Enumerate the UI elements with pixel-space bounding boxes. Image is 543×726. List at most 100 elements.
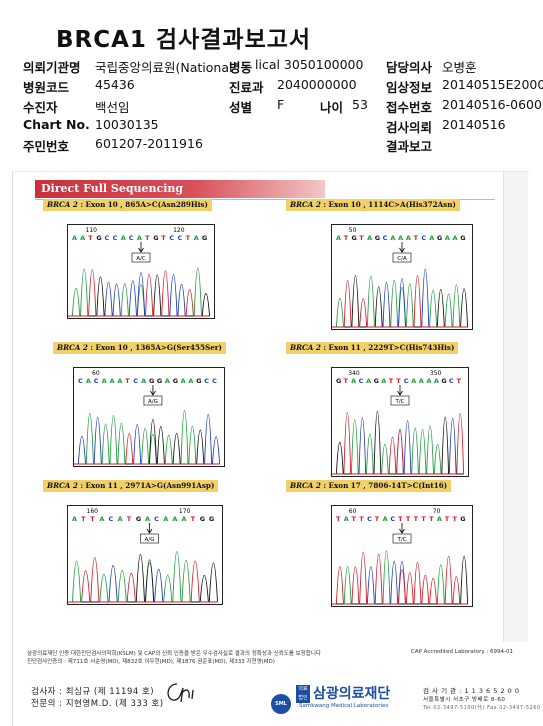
trace-G [74, 419, 220, 465]
base-call: C [109, 515, 114, 523]
variant-label-5: BRCA 2 : Exon 17 , 7806-14T>C(Int16) [286, 480, 452, 492]
scanned-result-sheet: Direct Full Sequencing BRCA 2 : Exon 10 … [12, 171, 540, 726]
base-call: A [434, 377, 439, 385]
certification-note: 삼광의료재단 인증 대한진단검사의학회(KSLM) 및 CAP의 신뢰 인증을 … [27, 651, 321, 657]
position-number: 60 [349, 508, 357, 515]
position-number: 340 [348, 370, 360, 377]
base-call: G [136, 515, 141, 523]
base-call: A [117, 377, 122, 385]
variant-detail: : Exon 10 , 1365A>G(Ser455Ser) [87, 343, 222, 352]
genotype-call-box [392, 252, 412, 263]
base-call: T [186, 234, 191, 242]
left-value-2: 백선임 [95, 100, 130, 115]
trace-C [332, 268, 468, 328]
trace-plot: 60 70T A T T C T A C T T T T T A T T GT/C [332, 508, 469, 605]
base-call: T [145, 234, 150, 242]
right-value-3: 20140516 [442, 117, 506, 132]
base-call: C [178, 234, 183, 242]
chromatogram-2: 60 C A C A A A T C A G G A G A A G C C A/G [73, 367, 225, 467]
base-call: C [390, 515, 395, 523]
trace-plot: 50A T G T A G C A A A T C A G A A GC/A [332, 227, 469, 328]
variant-label-3: BRCA 2 : Exon 11 , 2229T>C(His743His) [286, 342, 459, 354]
base-call: A [437, 515, 442, 523]
base-call: A [336, 234, 341, 242]
mid-label-2: 성별 [229, 100, 253, 115]
chromatogram-3: 340 350 G T A C A G A T T C A A A A G C T T/C [331, 367, 469, 477]
base-call: C [204, 377, 209, 385]
org-tag-top: 의료 [298, 686, 308, 692]
base-call: A [381, 377, 386, 385]
base-call: T [414, 515, 419, 523]
variant-detail: : Exon 10 , 1114C>A(His372Asn) [320, 200, 456, 209]
position-number: 50 [349, 227, 357, 234]
specialist-line: 전문의 : 지현영M.D. (제 333 호) [31, 699, 164, 709]
page-edge-shadow [503, 172, 528, 642]
base-call: C [383, 234, 388, 242]
address: 서울특별시 서초구 방배로 8-60 [423, 697, 506, 703]
variant-label-1: BRCA 2 : Exon 10 , 1114C>A(His372Asn) [286, 199, 460, 211]
mid-value-0: lical 3050100000 [255, 57, 364, 72]
gene-name: BRCA 2 [47, 481, 78, 490]
variant-detail: : Exon 11 , 2229T>C(His743His) [320, 343, 455, 352]
base-call: A [390, 234, 395, 242]
base-call: A [383, 515, 388, 523]
gene-name: BRCA 2 [290, 343, 321, 352]
base-call: C [78, 377, 83, 385]
base-call: A [351, 377, 356, 385]
base-call: T [398, 515, 403, 523]
genotype-call-box [143, 395, 163, 406]
base-call: T [359, 234, 364, 242]
base-call: T [453, 515, 458, 523]
base-call: A [172, 515, 177, 523]
base-call: C [359, 377, 364, 385]
base-call: G [336, 377, 341, 385]
base-call: T [421, 515, 426, 523]
variant-arrow-icon [150, 385, 156, 396]
base-call: A [102, 377, 107, 385]
base-call: T [375, 515, 380, 523]
base-call: G [173, 377, 178, 385]
chromatogram-0: 110 120 A A T G C C A C A T G T C C T A G A/C [67, 224, 215, 319]
base-call: A [137, 234, 142, 242]
chromatogram-4: 160 170 A T T A C A T G A C A A A T G G A/G [67, 505, 223, 605]
base-call: A [163, 515, 168, 523]
certified-physicians-note: 진단검사인증의 : 제711호 서순영(MD), 제832호 이우현(MD), … [27, 659, 275, 665]
left-label-4: 주민번호 [23, 139, 70, 154]
trace-T [332, 551, 468, 605]
base-call: T [161, 234, 166, 242]
base-call: A [118, 515, 123, 523]
trace-G [332, 410, 464, 475]
phone-fax: Tel.02-3497-5100(代) Fax.02-3497-5260 [423, 705, 541, 711]
chromatogram-5: 60 70 T A T T C T A C T T T T T A T T G T/C [331, 505, 473, 607]
org-tag-bottom: 법인 [298, 695, 308, 701]
trace-A [68, 551, 218, 603]
base-call: G [209, 515, 214, 523]
banner-rule [35, 199, 495, 200]
base-call: G [460, 515, 465, 523]
base-call: C [113, 234, 118, 242]
base-call: A [194, 234, 199, 242]
base-call: C [154, 515, 159, 523]
base-call: A [182, 515, 187, 523]
base-call: G [200, 515, 205, 523]
base-call: C [105, 234, 110, 242]
base-call: T [336, 515, 341, 523]
base-call: G [374, 377, 379, 385]
gene-name: BRCA 2 [290, 200, 321, 209]
gene-name: BRCA 2 [57, 343, 88, 352]
base-call: A [419, 377, 424, 385]
variant-arrow-icon [399, 242, 405, 253]
variant-arrow-icon [146, 523, 153, 534]
examiner-line: 검사자 : 최심규 (제 11194 호) [31, 687, 155, 697]
base-call: C [449, 377, 454, 385]
right-value-2: 20140516-06008 [442, 97, 543, 112]
base-call: A [80, 234, 85, 242]
base-call: C [129, 234, 134, 242]
trace-T [74, 433, 220, 465]
base-call: G [437, 234, 442, 242]
base-call: C [94, 377, 99, 385]
genotype-call: A/G [148, 399, 158, 405]
base-call: G [153, 234, 158, 242]
